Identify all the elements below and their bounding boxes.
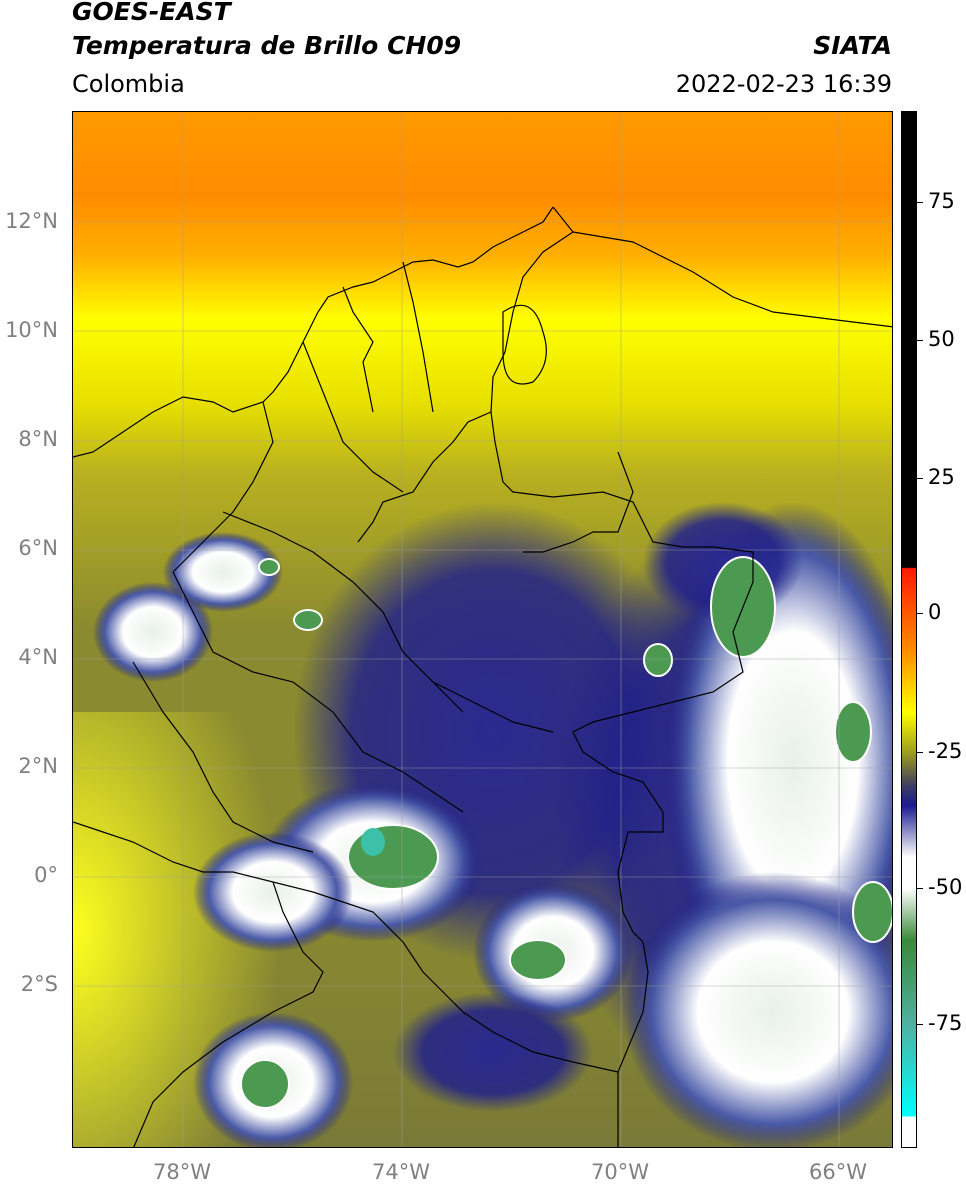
map-canvas xyxy=(73,112,892,1147)
brightness-temperature-map xyxy=(72,111,893,1148)
lon-label: 70°W xyxy=(591,1160,649,1184)
lat-label: 8°N xyxy=(18,427,58,451)
lon-label: 78°W xyxy=(153,1160,211,1184)
colorbar-label: -75 xyxy=(928,1011,963,1035)
satellite-title: GOES-EAST xyxy=(72,0,231,26)
colorbar xyxy=(901,111,917,1148)
lat-label: 4°N xyxy=(18,645,58,669)
colorbar-label: 75 xyxy=(928,189,955,213)
colorbar-tick xyxy=(917,613,923,614)
source-label: SIATA xyxy=(813,31,892,60)
datetime-label: 2022-02-23 16:39 xyxy=(675,70,892,98)
lat-label: 10°N xyxy=(5,318,58,342)
colorbar-tick xyxy=(917,202,923,203)
gridlines xyxy=(73,112,892,1147)
colorbar-label: 0 xyxy=(928,600,942,624)
colorbar-label: 50 xyxy=(928,327,955,351)
region-label: Colombia xyxy=(72,70,185,98)
colorbar-tick xyxy=(917,752,923,753)
lat-label: 0° xyxy=(34,863,58,887)
colorbar-label: 25 xyxy=(928,465,955,489)
colorbar-tick xyxy=(917,1024,923,1025)
lat-label: 2°S xyxy=(20,972,58,996)
lat-label: 12°N xyxy=(5,209,58,233)
product-title: Temperatura de Brillo CH09 xyxy=(72,31,462,60)
colorbar-gradient xyxy=(902,112,916,1147)
colorbar-label: -50 xyxy=(928,875,963,899)
colorbar-tick xyxy=(917,888,923,889)
colorbar-tick xyxy=(917,340,923,341)
lat-label: 2°N xyxy=(18,754,58,778)
lat-label: 6°N xyxy=(18,536,58,560)
lon-label: 74°W xyxy=(372,1160,430,1184)
boundaries xyxy=(73,206,892,1147)
cloud-systems xyxy=(93,502,892,1147)
lon-label: 66°W xyxy=(809,1160,867,1184)
colorbar-label: -25 xyxy=(928,739,963,763)
colorbar-tick xyxy=(917,478,923,479)
